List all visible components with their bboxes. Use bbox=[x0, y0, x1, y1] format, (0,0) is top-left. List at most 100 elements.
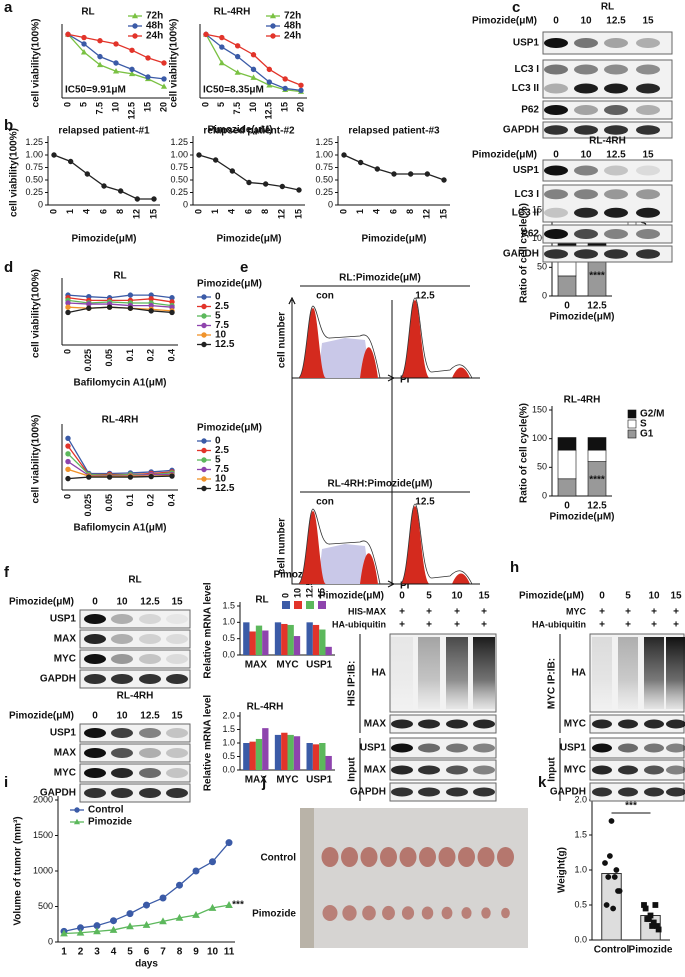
legend-label: 2.5 bbox=[215, 301, 229, 312]
blot-smear bbox=[644, 637, 664, 709]
blot-band bbox=[666, 719, 685, 729]
x-tick-label: 12.5 bbox=[264, 102, 274, 120]
photo bbox=[300, 808, 528, 948]
legend-marker bbox=[201, 438, 207, 444]
histogram-g2 bbox=[452, 573, 470, 584]
lane-label: 0 bbox=[599, 591, 605, 602]
data-point bbox=[296, 187, 302, 193]
data-point bbox=[298, 82, 304, 88]
tumor bbox=[321, 847, 339, 867]
legend-label: 24h bbox=[284, 31, 301, 42]
data-point bbox=[81, 34, 87, 41]
y-tick-label: 1500 bbox=[33, 830, 53, 840]
data-point bbox=[298, 87, 304, 94]
x-axis-label: Pimozide(μM) bbox=[361, 234, 426, 245]
data-point bbox=[605, 874, 612, 880]
x-tick-label: USP1 bbox=[306, 660, 333, 671]
blot-band bbox=[84, 768, 106, 778]
data-point bbox=[65, 475, 71, 482]
blot-header: Pimozide(μM) bbox=[472, 150, 537, 161]
blot-band bbox=[618, 743, 638, 753]
y-tick-label: 1.25 bbox=[25, 137, 43, 147]
blot-frame bbox=[389, 714, 497, 734]
flow-y-label: cell number bbox=[277, 312, 288, 368]
data-point bbox=[225, 839, 233, 847]
legend-label: 0 bbox=[215, 436, 221, 447]
histogram-g2 bbox=[452, 367, 470, 378]
flow-y-label: cell number bbox=[277, 518, 288, 574]
data-point bbox=[266, 66, 273, 73]
y-tick-label: 1.5 bbox=[222, 600, 235, 610]
blot-band bbox=[166, 768, 188, 778]
histogram-g1 bbox=[298, 308, 326, 378]
lane-label: 12.5 bbox=[140, 711, 160, 722]
y-tick-label: 50 bbox=[537, 462, 547, 472]
x-tick-label: 0.2 bbox=[146, 494, 156, 507]
x-tick-label: 0.025 bbox=[83, 494, 93, 517]
y-axis-label: Volume of tumor (mm³) bbox=[13, 816, 24, 925]
legend-label: 10 bbox=[215, 474, 227, 485]
annotation: IC50=9.91μM bbox=[65, 85, 126, 96]
series-line bbox=[67, 297, 173, 303]
condition-mark: + bbox=[599, 607, 605, 618]
x-tick-label: 12 bbox=[277, 209, 287, 219]
blot-band bbox=[636, 165, 660, 176]
x-tick-label: 0 bbox=[200, 102, 210, 107]
chart-title: relapsed patient-#2 bbox=[203, 126, 295, 137]
y-tick-label: 0 bbox=[48, 936, 53, 946]
y-axis-label: Ratio of cell cycle(%) bbox=[519, 203, 530, 303]
x-axis-label: Bafilomycin A1(μM) bbox=[74, 523, 167, 534]
y-tick-label: 0.0 bbox=[222, 764, 235, 774]
x-tick-label: 5 bbox=[216, 102, 226, 107]
tumor bbox=[401, 906, 415, 920]
legend-swatch bbox=[627, 419, 637, 429]
blot-band bbox=[139, 614, 161, 624]
side-label: MYC IP:IB: bbox=[547, 658, 558, 709]
blot-band bbox=[636, 83, 660, 94]
bar-segment bbox=[557, 437, 577, 451]
y-tick-label: 0.5 bbox=[222, 633, 235, 643]
chart-title: RL bbox=[81, 7, 94, 18]
x-tick-label: 0.2 bbox=[146, 349, 156, 362]
blot-band bbox=[618, 787, 638, 797]
blot-band bbox=[166, 748, 188, 758]
blot-band bbox=[166, 674, 188, 684]
x-tick-label: 20 bbox=[295, 102, 305, 112]
histogram-outline bbox=[396, 297, 480, 379]
blot-band bbox=[84, 788, 106, 798]
data-point bbox=[65, 451, 71, 457]
lane-label: 15 bbox=[642, 16, 654, 27]
data-point bbox=[610, 905, 617, 912]
blot-band bbox=[84, 614, 106, 624]
y-tick-label: 0 bbox=[38, 199, 43, 209]
bar bbox=[312, 624, 320, 655]
data-point bbox=[106, 304, 113, 310]
data-point bbox=[109, 925, 118, 933]
row-label: USP1 bbox=[513, 165, 540, 176]
blot-frame bbox=[79, 649, 191, 669]
data-point bbox=[129, 66, 135, 73]
legend-label: Control bbox=[88, 805, 124, 816]
blot-frame bbox=[389, 782, 497, 802]
x-tick-label: 12.5 bbox=[587, 501, 607, 512]
legend-marker bbox=[201, 485, 207, 492]
x-tick-label: 8 bbox=[260, 209, 270, 214]
blot-band bbox=[636, 189, 660, 200]
blot-band bbox=[644, 719, 664, 729]
blot-band bbox=[473, 743, 495, 753]
legend-marker bbox=[201, 313, 207, 319]
lane-label: 5 bbox=[426, 591, 432, 602]
x-tick-label: 15 bbox=[142, 102, 152, 112]
data-point bbox=[655, 926, 662, 933]
bar bbox=[319, 629, 326, 655]
x-tick-label: MYC bbox=[276, 660, 298, 671]
bar bbox=[281, 732, 288, 770]
data-point bbox=[96, 61, 104, 68]
data-point bbox=[218, 59, 225, 66]
blot-band bbox=[574, 189, 598, 200]
data-point bbox=[84, 171, 91, 177]
blot-frame bbox=[389, 759, 497, 781]
data-point bbox=[602, 860, 608, 866]
legend-label: 48h bbox=[284, 21, 301, 32]
tumor bbox=[421, 906, 434, 920]
